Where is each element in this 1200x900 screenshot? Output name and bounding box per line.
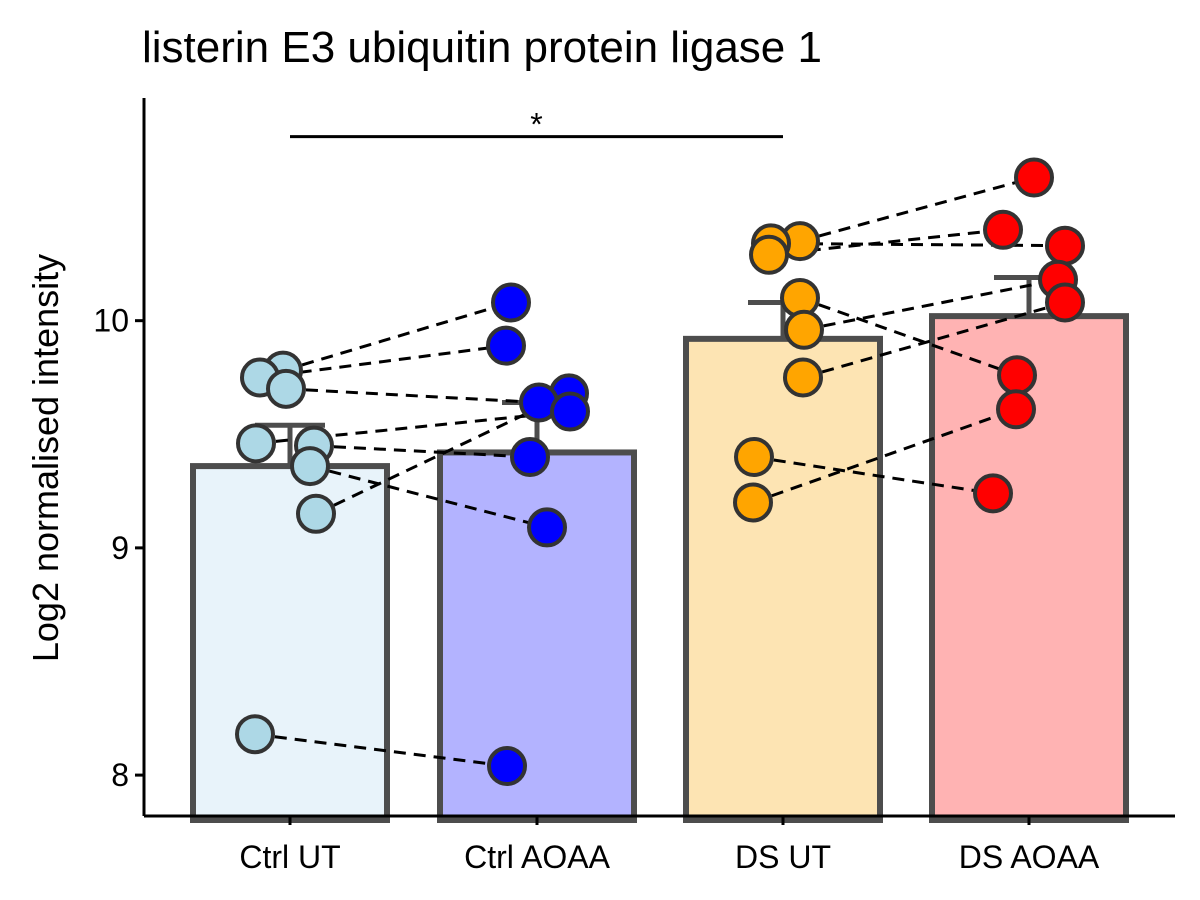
data-point-1-1 (486, 325, 526, 366)
data-point-0-3 (236, 423, 276, 464)
data-point-0-5 (290, 446, 330, 487)
y-axis-label: Log2 normalised intensity (25, 254, 66, 662)
paired-line-0-6 (315, 392, 570, 516)
data-point-3-7 (973, 473, 1013, 514)
bar-0 (190, 463, 390, 823)
data-point-2-6 (734, 437, 774, 477)
x-tick-label-2: DS UT (735, 839, 831, 875)
significance-layer: * (290, 107, 783, 143)
paired-line-0-5 (309, 464, 548, 529)
data-point-2-2 (749, 234, 789, 275)
y-tick-label-10: 10 (93, 303, 129, 339)
paired-line-1-6 (753, 455, 994, 495)
data-point-0-7 (235, 714, 275, 755)
paired-line-0-0 (282, 301, 512, 373)
y-tick-label-8: 8 (111, 757, 129, 793)
data-point-3-5 (997, 355, 1037, 396)
paired-line-0-7 (254, 732, 508, 768)
paired-lines-layer (254, 176, 1066, 768)
x-tick-label-0: Ctrl UT (239, 839, 340, 875)
data-point-3-2 (1045, 225, 1085, 266)
points-layer (235, 157, 1085, 787)
data-point-2-7 (733, 482, 773, 523)
paired-line-0-4 (313, 444, 531, 459)
paired-line-1-4 (803, 278, 1059, 332)
data-point-0-6 (296, 493, 336, 534)
data-point-2-5 (783, 357, 823, 398)
data-point-1-4 (550, 391, 590, 432)
paired-line-1-5 (802, 301, 1066, 379)
paired-line-1-3 (799, 296, 1018, 377)
data-point-3-0 (1014, 157, 1054, 198)
data-point-1-6 (527, 507, 567, 548)
data-point-1-0 (491, 282, 531, 323)
significance-label-0: * (530, 107, 542, 143)
x-tick-label-1: Ctrl AOAA (464, 839, 610, 875)
data-point-2-4 (784, 309, 824, 350)
paired-line-1-1 (770, 241, 1066, 248)
y-tick-label-9: 9 (111, 530, 129, 566)
paired-line-0-2 (285, 387, 540, 404)
chart-title: listerin E3 ubiquitin protein ligase 1 (142, 23, 822, 72)
axes-layer: 8 9 10 Ctrl UT Ctrl AOAA DS UT DS AOAA (93, 98, 1175, 875)
data-point-1-5 (510, 437, 550, 477)
paired-line-1-0 (799, 176, 1035, 243)
data-point-3-6 (996, 389, 1036, 430)
data-point-3-1 (983, 209, 1023, 250)
bar-3 (929, 313, 1129, 823)
x-tick-label-3: DS AOAA (959, 839, 1100, 875)
data-point-0-2 (266, 368, 306, 409)
paired-line-1-7 (752, 407, 1017, 504)
data-point-3-4 (1045, 282, 1085, 323)
data-point-1-7 (487, 746, 527, 787)
bar-2 (683, 335, 883, 823)
